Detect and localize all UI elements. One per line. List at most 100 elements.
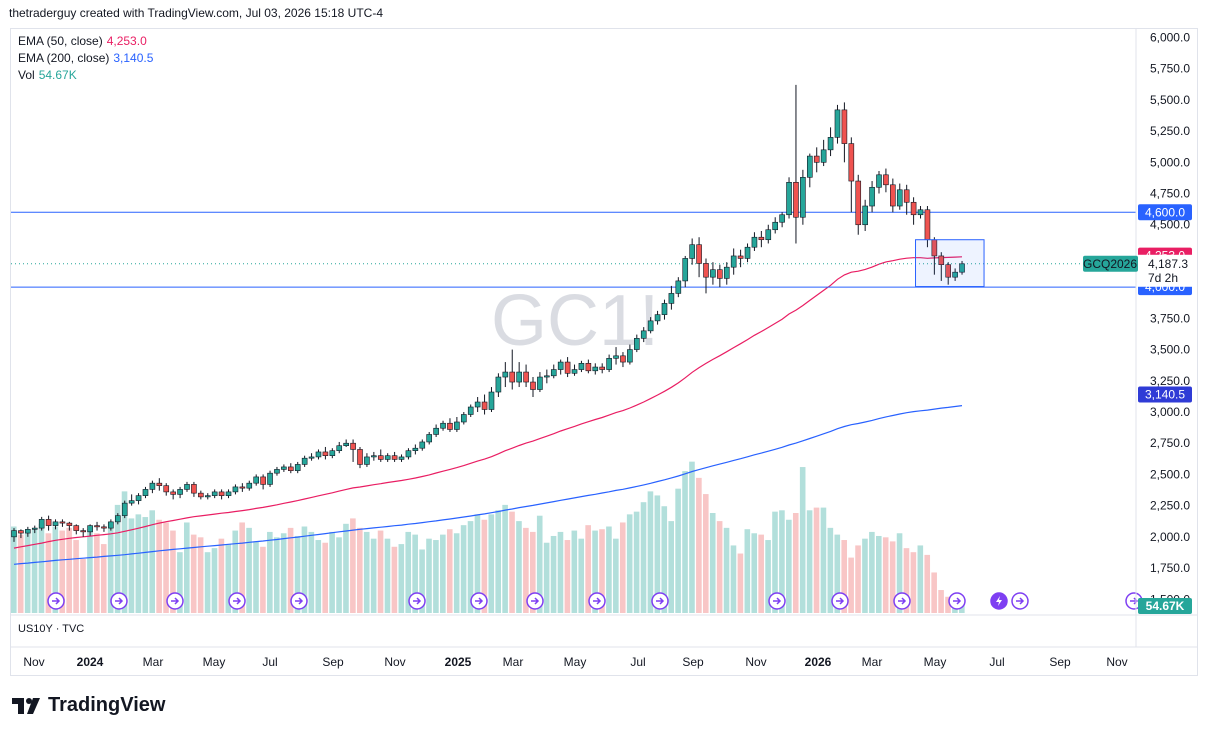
candle-body: [661, 303, 668, 315]
candle: [412, 444, 419, 455]
ema-lines: [13, 256, 963, 565]
candle: [94, 521, 100, 531]
event-marker: [893, 592, 911, 610]
candle: [627, 344, 633, 365]
candle: [253, 474, 259, 486]
candle: [544, 369, 550, 384]
volume-bar: [11, 526, 17, 613]
volume-bar: [536, 515, 543, 613]
candle-body: [502, 371, 509, 378]
x-tick-label: 2026: [805, 655, 832, 669]
candle-body: [364, 456, 370, 465]
volume-bar: [647, 491, 654, 613]
horizontal-lines[interactable]: [11, 211, 1136, 288]
candle: [52, 519, 59, 530]
volume-bar: [273, 537, 280, 613]
volume-bar: [267, 531, 273, 613]
volume-bar: [585, 525, 591, 613]
candle-body: [952, 271, 958, 278]
candle-body: [25, 529, 31, 534]
candle-body: [862, 205, 868, 226]
candle-body: [550, 369, 557, 377]
candle-body: [377, 455, 384, 460]
y-tick-label: 4,750.0: [1150, 187, 1190, 201]
candle: [502, 362, 509, 388]
candle: [793, 84, 799, 244]
candle: [115, 513, 121, 525]
tradingview-logo[interactable]: TradingView: [12, 694, 165, 717]
arrow-right-icon: [953, 597, 962, 605]
volume-bar: [280, 533, 287, 613]
volume-bar: [343, 523, 349, 613]
candle-body: [135, 495, 142, 501]
tradingview-logo-icon: [12, 697, 40, 714]
legend-ema200[interactable]: EMA (200, close) 3,140.5: [18, 51, 153, 65]
event-marker: [526, 592, 544, 610]
candle: [495, 373, 502, 398]
badge-4600-bg: [1138, 204, 1192, 221]
event-marker: [990, 592, 1008, 610]
legend-volume-value: 54.67K: [38, 68, 77, 82]
event-marker: [831, 592, 849, 610]
highlight-rectangle[interactable]: [915, 239, 985, 288]
volume-bar: [744, 529, 751, 613]
candle: [599, 363, 606, 374]
candlesticks[interactable]: [11, 84, 965, 542]
legend-volume-label: Vol: [18, 68, 35, 82]
volume-bar: [792, 513, 799, 613]
volume-bar: [834, 534, 841, 613]
y-tick-label: 2,250.0: [1150, 499, 1190, 513]
candle-body: [87, 525, 93, 533]
badge-4600-text: 4,600.0: [1145, 205, 1185, 219]
candle-body: [350, 442, 356, 450]
candle: [156, 478, 163, 491]
volume-bar: [786, 519, 792, 613]
x-tick-label: Sep: [1049, 655, 1071, 669]
volume-bar: [246, 527, 252, 613]
volume-bar: [523, 527, 529, 613]
candle: [613, 347, 619, 365]
candle-body: [426, 434, 433, 443]
candle-body: [855, 180, 862, 226]
candle-body: [433, 427, 439, 435]
candle-body: [322, 451, 329, 456]
candle: [800, 169, 806, 225]
candle-body: [267, 472, 273, 485]
candle: [142, 486, 149, 499]
volume-bar: [287, 527, 294, 613]
arrow-right-icon: [836, 597, 845, 605]
candle-body: [737, 255, 744, 259]
candle-body: [52, 521, 59, 526]
candle-body: [329, 450, 336, 456]
candle: [177, 486, 183, 499]
candle-body: [308, 456, 315, 459]
volume-bar: [66, 527, 72, 613]
volume-bar: [363, 531, 370, 613]
volume-bar: [453, 533, 460, 613]
candle: [301, 455, 308, 467]
y-tick-label: 3,500.0: [1150, 343, 1190, 357]
candle-body: [620, 355, 626, 363]
volume-bar: [827, 527, 834, 613]
candle: [640, 327, 647, 343]
candle-body: [204, 495, 211, 498]
symbol-badge-text: GCQ2026: [1083, 257, 1137, 271]
volume-bar: [329, 531, 335, 613]
volume-bar: [606, 526, 612, 613]
y-tick-label: 2,500.0: [1150, 467, 1190, 481]
volume-bar: [232, 530, 239, 613]
candle-body: [578, 363, 585, 370]
x-tick-label: Nov: [23, 655, 44, 669]
candle-body: [142, 489, 149, 496]
candle: [654, 310, 661, 325]
event-marker: [1011, 592, 1029, 610]
legend-volume[interactable]: Vol 54.67K: [18, 68, 77, 82]
candle-body: [938, 255, 945, 265]
legend-ema50[interactable]: EMA (50, close) 4,253.0: [18, 34, 147, 48]
volume-bar: [626, 514, 633, 613]
candle: [294, 461, 301, 474]
candle: [779, 212, 785, 228]
volume-bar: [128, 518, 135, 613]
symbol-badge-bg: [1083, 255, 1138, 272]
